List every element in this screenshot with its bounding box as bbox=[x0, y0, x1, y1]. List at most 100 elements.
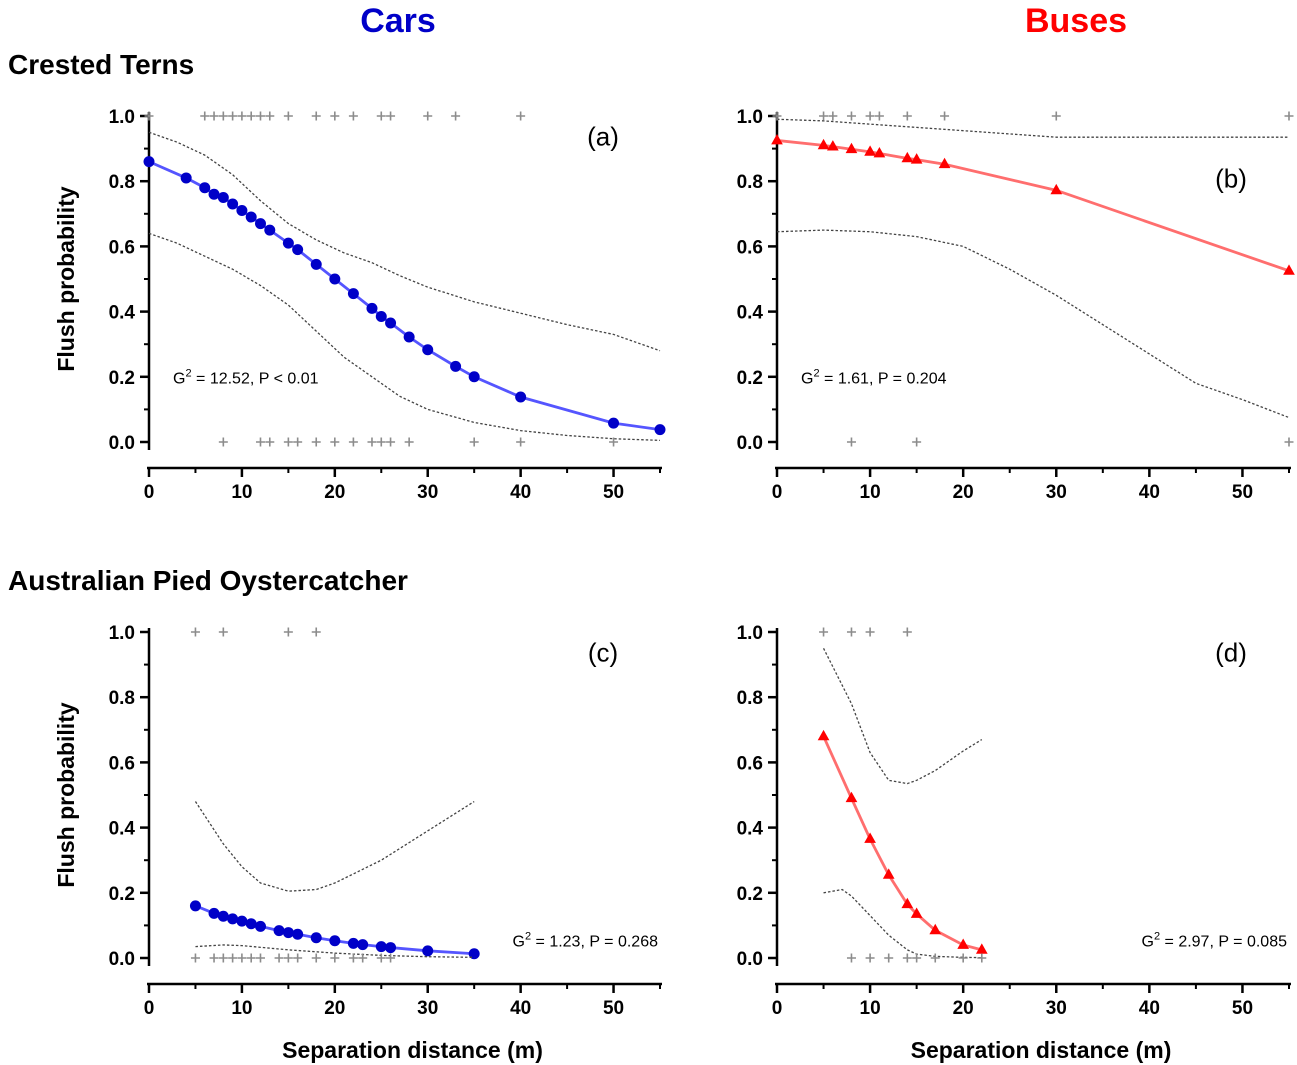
x-tick-label: 20 bbox=[324, 482, 345, 503]
observed-flush-marker bbox=[311, 111, 321, 121]
data-point bbox=[282, 927, 294, 939]
observed-no-flush-marker bbox=[404, 437, 414, 447]
data-point bbox=[180, 172, 192, 184]
data-point bbox=[403, 331, 415, 343]
observed-flush-marker bbox=[200, 111, 210, 121]
y-tick-label: 0.2 bbox=[737, 368, 763, 389]
panel-c: 0.0 0.2 0.4 0.6 0.8 1.0 0 10 20 30 40 50 Flush proba… bbox=[53, 623, 662, 1063]
data-point bbox=[901, 151, 914, 163]
data-point bbox=[910, 907, 923, 918]
observed-no-flush-marker bbox=[283, 437, 293, 447]
panel-label: (a) bbox=[587, 121, 619, 151]
data-point bbox=[515, 391, 527, 403]
observed-no-flush-marker bbox=[265, 437, 275, 447]
data-point bbox=[901, 897, 914, 909]
data-point bbox=[910, 153, 923, 164]
data-point bbox=[189, 900, 201, 912]
data-point bbox=[329, 935, 341, 947]
x-axis-title: Separation distance (m) bbox=[911, 1037, 1172, 1063]
observed-flush-marker bbox=[386, 111, 396, 121]
y-tick-label: 0.0 bbox=[737, 949, 763, 970]
data-point bbox=[882, 868, 895, 879]
data-point bbox=[468, 371, 480, 383]
panel-d: 0.0 0.2 0.4 0.6 0.8 1.0 0 10 20 30 40 50 Separation … bbox=[737, 623, 1291, 1063]
data-point bbox=[227, 198, 239, 210]
ci-upper-line bbox=[194, 800, 475, 892]
data-point bbox=[845, 142, 858, 154]
y-tick-label: 0.6 bbox=[109, 237, 135, 258]
observed-flush-marker bbox=[828, 111, 838, 121]
observed-no-flush-marker bbox=[367, 437, 377, 447]
data-point bbox=[422, 945, 434, 957]
observed-flush-marker bbox=[902, 627, 912, 637]
ci-lower-line bbox=[148, 232, 661, 442]
x-tick-label: 0 bbox=[772, 482, 783, 503]
observed-flush-marker bbox=[283, 627, 293, 637]
observed-no-flush-marker bbox=[977, 953, 987, 963]
x-tick-label: 30 bbox=[1046, 998, 1067, 1019]
ci-lower-line bbox=[823, 888, 982, 959]
observed-no-flush-marker bbox=[255, 437, 265, 447]
observed-no-flush-marker bbox=[958, 953, 968, 963]
data-point bbox=[1050, 183, 1063, 195]
data-point bbox=[975, 943, 988, 954]
row-title-australian-pied-oystercatcher: Australian Pied Oystercatcher bbox=[8, 565, 408, 596]
x-tick-label: 30 bbox=[1046, 482, 1067, 503]
observed-flush-marker bbox=[376, 111, 386, 121]
observed-no-flush-marker bbox=[912, 953, 922, 963]
ci-upper-line bbox=[822, 648, 983, 785]
y-tick-label: 0.6 bbox=[109, 753, 135, 774]
stat-annotation: G2 = 1.61, P = 0.204 bbox=[801, 367, 947, 387]
x-tick-label: 40 bbox=[510, 482, 531, 503]
x-tick-label: 20 bbox=[953, 482, 974, 503]
observed-no-flush-marker bbox=[228, 953, 238, 963]
y-tick-label: 1.0 bbox=[737, 107, 763, 128]
x-tick-label: 0 bbox=[144, 482, 155, 503]
x-tick-label: 0 bbox=[144, 998, 155, 1019]
data-point bbox=[468, 948, 480, 960]
y-tick-label: 0.6 bbox=[737, 237, 763, 258]
data-point bbox=[347, 288, 359, 300]
data-point bbox=[254, 920, 266, 932]
panel-b: 0.0 0.2 0.4 0.6 0.8 1.0 0 10 20 30 40 50 (b) G2 = 1.6… bbox=[737, 107, 1295, 503]
y-tick-label: 1.0 bbox=[109, 107, 135, 128]
x-tick-label: 20 bbox=[953, 998, 974, 1019]
data-point bbox=[264, 224, 276, 236]
x-tick-label: 30 bbox=[417, 998, 438, 1019]
data-point bbox=[357, 939, 369, 951]
y-tick-label: 0.0 bbox=[109, 949, 135, 970]
stat-annotation: G2 = 12.52, P < 0.01 bbox=[173, 367, 319, 387]
observed-no-flush-marker bbox=[293, 953, 303, 963]
data-point bbox=[208, 907, 220, 919]
observed-flush-marker bbox=[1284, 111, 1294, 121]
data-point bbox=[273, 925, 285, 937]
data-point bbox=[245, 918, 257, 930]
observed-flush-marker bbox=[246, 111, 256, 121]
observed-flush-marker bbox=[865, 627, 875, 637]
y-tick-label: 0.8 bbox=[737, 688, 763, 709]
observed-no-flush-marker bbox=[218, 437, 228, 447]
data-point bbox=[254, 218, 266, 230]
observed-flush-marker bbox=[311, 627, 321, 637]
data-point bbox=[217, 192, 229, 203]
y-tick-label: 0.0 bbox=[737, 433, 763, 454]
x-tick-label: 50 bbox=[603, 998, 624, 1019]
observed-flush-marker bbox=[1051, 111, 1061, 121]
x-tick-label: 50 bbox=[1232, 998, 1253, 1019]
fit-line bbox=[194, 904, 475, 956]
y-tick-label: 0.4 bbox=[737, 303, 764, 324]
data-point bbox=[608, 417, 620, 429]
observed-flush-marker bbox=[237, 111, 247, 121]
x-tick-label: 50 bbox=[1232, 482, 1253, 503]
data-point bbox=[310, 932, 322, 944]
x-axis-title: Separation distance (m) bbox=[282, 1037, 543, 1063]
fit-line bbox=[776, 139, 1290, 273]
y-tick-label: 0.4 bbox=[109, 303, 136, 324]
ci-upper-line bbox=[776, 118, 1289, 138]
observed-no-flush-marker bbox=[469, 437, 479, 447]
observed-flush-marker bbox=[190, 627, 200, 637]
data-point bbox=[143, 156, 155, 168]
column-title-cars: Cars bbox=[360, 2, 436, 40]
observed-no-flush-marker bbox=[283, 953, 293, 963]
observed-no-flush-marker bbox=[246, 953, 256, 963]
